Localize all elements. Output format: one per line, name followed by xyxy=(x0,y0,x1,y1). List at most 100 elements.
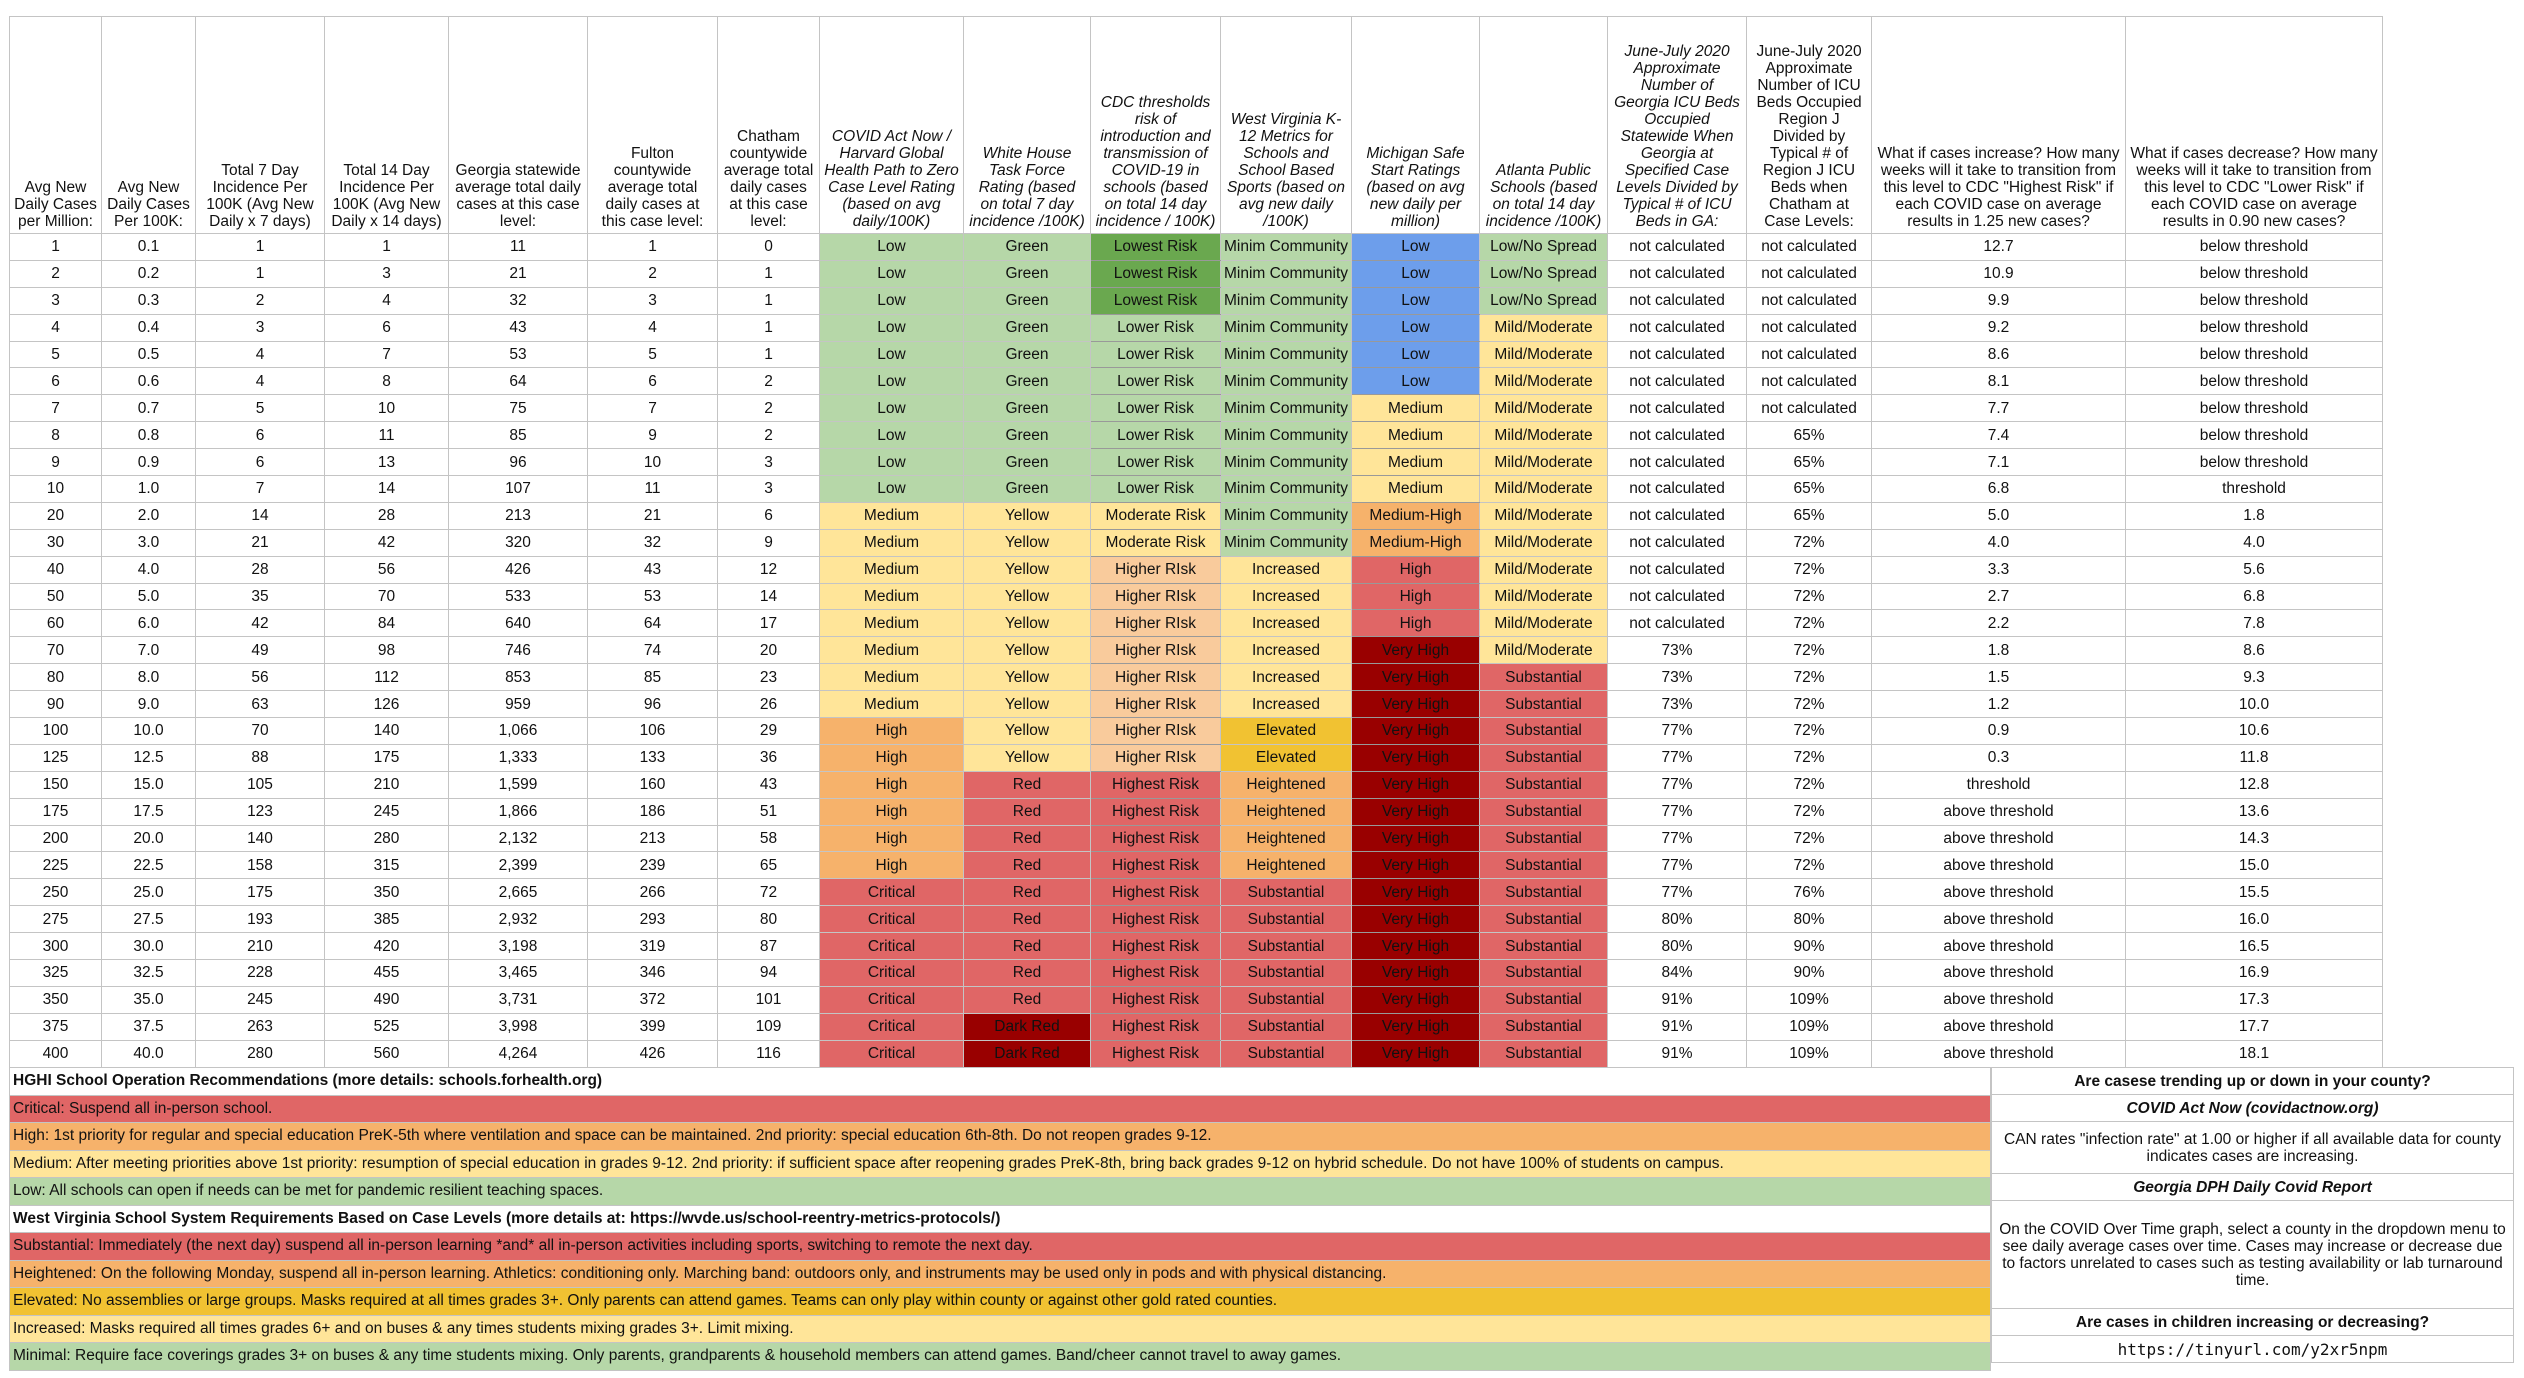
michigan-rating-cell: Very High xyxy=(1351,824,1481,853)
white-house-rating-cell: Red xyxy=(963,851,1091,880)
incidence-14day-cell: 560 xyxy=(324,1039,449,1068)
region-j-icu-occupancy-cell: 72% xyxy=(1746,797,1873,826)
cases-per-million-cell: 70 xyxy=(9,636,102,665)
table-row: 7 0.7 5 10 75 7 2 Low Green Lower Risk Minim Commu… xyxy=(9,394,2384,423)
col-header: Total 14 Day Incidence Per 100K (Avg New… xyxy=(324,16,449,234)
fulton-daily-cases-cell: 5 xyxy=(587,340,718,369)
atlanta-schools-rating-cell: Low/No Spread xyxy=(1479,286,1609,315)
region-j-icu-occupancy-cell: 72% xyxy=(1746,690,1873,719)
incidence-7day-cell: 158 xyxy=(195,851,325,880)
cases-per-100k-cell: 37.5 xyxy=(101,1012,196,1041)
georgia-icu-occupancy-cell: 77% xyxy=(1607,770,1748,799)
fulton-daily-cases-cell: 43 xyxy=(587,555,718,584)
west-virginia-rating-cell: Substantial xyxy=(1219,1039,1353,1068)
cdc-risk-rating-cell: Highest Risk xyxy=(1090,905,1221,934)
west-virginia-rating-cell: Increased xyxy=(1219,555,1353,584)
michigan-rating-cell: Very High xyxy=(1351,878,1481,907)
white-house-rating-cell: Green xyxy=(963,340,1091,369)
chatham-daily-cases-cell: 23 xyxy=(717,663,820,692)
georgia-daily-cases-cell: 96 xyxy=(448,448,588,477)
weeks-to-highest-risk-cell: 7.1 xyxy=(1871,448,2127,477)
region-j-icu-occupancy-cell: 72% xyxy=(1746,851,1873,880)
white-house-rating-cell: Red xyxy=(963,959,1091,987)
wv-increased-note: Increased: Masks required all times grad… xyxy=(9,1314,1991,1343)
tinyurl-link[interactable]: https://tinyurl.com/y2xr5npm xyxy=(1991,1335,2514,1363)
chatham-daily-cases-cell: 109 xyxy=(717,1012,820,1041)
white-house-rating-cell: Green xyxy=(963,313,1091,342)
georgia-icu-occupancy-cell: not calculated xyxy=(1607,555,1748,584)
weeks-to-lower-risk-cell: 17.7 xyxy=(2125,1012,2384,1041)
west-virginia-rating-cell: Minim Community xyxy=(1219,286,1353,315)
atlanta-schools-rating-cell: Substantial xyxy=(1479,905,1609,934)
georgia-icu-occupancy-cell: not calculated xyxy=(1607,340,1748,369)
atlanta-schools-rating-cell: Substantial xyxy=(1479,663,1609,692)
cases-per-100k-cell: 20.0 xyxy=(101,824,196,853)
cases-per-100k-cell: 0.9 xyxy=(101,448,196,477)
cdc-risk-rating-cell: Lowest Risk xyxy=(1090,259,1221,288)
michigan-rating-cell: Very High xyxy=(1351,932,1481,961)
incidence-14day-cell: 350 xyxy=(324,878,449,907)
incidence-14day-cell: 210 xyxy=(324,770,449,799)
atlanta-schools-rating-cell: Substantial xyxy=(1479,797,1609,826)
weeks-to-highest-risk-cell: 7.7 xyxy=(1871,394,2127,423)
covid-act-now-rating-cell: Critical xyxy=(819,985,964,1014)
atlanta-schools-rating-cell: Mild/Moderate xyxy=(1479,555,1609,584)
chatham-daily-cases-cell: 3 xyxy=(717,475,820,503)
chatham-daily-cases-cell: 29 xyxy=(717,717,820,745)
white-house-rating-cell: Green xyxy=(963,233,1091,261)
georgia-daily-cases-cell: 3,998 xyxy=(448,1012,588,1041)
covid-act-now-rating-cell: High xyxy=(819,743,964,772)
cases-per-100k-cell: 35.0 xyxy=(101,985,196,1014)
west-virginia-rating-cell: Minim Community xyxy=(1219,501,1353,530)
region-j-icu-occupancy-cell: 65% xyxy=(1746,501,1873,530)
georgia-icu-occupancy-cell: 80% xyxy=(1607,905,1748,934)
incidence-14day-cell: 84 xyxy=(324,609,449,638)
incidence-7day-cell: 105 xyxy=(195,770,325,799)
table-row: 300 30.0 210 420 3,198 319 87 Critical Red Highes… xyxy=(9,932,2384,961)
covid-act-now-rating-cell: Low xyxy=(819,421,964,450)
incidence-14day-cell: 70 xyxy=(324,582,449,611)
trend-question: Are casese trending up or down in your c… xyxy=(1991,1067,2514,1095)
region-j-icu-occupancy-cell: not calculated xyxy=(1746,313,1873,342)
cdc-risk-rating-cell: Lower Risk xyxy=(1090,421,1221,450)
cdc-risk-rating-cell: Highest Risk xyxy=(1090,985,1221,1014)
atlanta-schools-rating-cell: Substantial xyxy=(1479,824,1609,853)
cases-per-100k-cell: 40.0 xyxy=(101,1039,196,1068)
table-row: 175 17.5 123 245 1,866 186 51 High Red Highest Ri… xyxy=(9,797,2384,826)
region-j-icu-occupancy-cell: 65% xyxy=(1746,448,1873,477)
weeks-to-lower-risk-cell: 4.0 xyxy=(2125,528,2384,557)
georgia-daily-cases-cell: 4,264 xyxy=(448,1039,588,1068)
table-row: 350 35.0 245 490 3,731 372 101 Critical Red Highe… xyxy=(9,985,2384,1014)
weeks-to-lower-risk-cell: 15.0 xyxy=(2125,851,2384,880)
cases-per-100k-cell: 22.5 xyxy=(101,851,196,880)
fulton-daily-cases-cell: 96 xyxy=(587,690,718,719)
weeks-to-highest-risk-cell: 9.2 xyxy=(1871,313,2127,342)
table-row: 6 0.6 4 8 64 6 2 Low Green Lower Risk Minim Commun… xyxy=(9,367,2384,396)
cdc-risk-rating-cell: Highest Risk xyxy=(1090,1039,1221,1068)
atlanta-schools-rating-cell: Mild/Moderate xyxy=(1479,421,1609,450)
weeks-to-highest-risk-cell: 1.5 xyxy=(1871,663,2127,692)
weeks-to-highest-risk-cell: above threshold xyxy=(1871,824,2127,853)
cases-per-million-cell: 6 xyxy=(9,367,102,396)
covid-act-now-rating-cell: High xyxy=(819,797,964,826)
col-header: What if cases increase? How many weeks w… xyxy=(1871,16,2127,234)
fulton-daily-cases-cell: 2 xyxy=(587,259,718,288)
georgia-daily-cases-cell: 43 xyxy=(448,313,588,342)
cases-per-million-cell: 3 xyxy=(9,286,102,315)
weeks-to-highest-risk-cell: 8.6 xyxy=(1871,340,2127,369)
georgia-daily-cases-cell: 2,932 xyxy=(448,905,588,934)
chatham-daily-cases-cell: 80 xyxy=(717,905,820,934)
cases-per-100k-cell: 1.0 xyxy=(101,475,196,503)
west-virginia-rating-cell: Minim Community xyxy=(1219,448,1353,477)
west-virginia-rating-cell: Minim Community xyxy=(1219,233,1353,261)
table-row: 9 0.9 6 13 96 10 3 Low Green Lower Risk Minim Comm… xyxy=(9,448,2384,477)
fulton-daily-cases-cell: 21 xyxy=(587,501,718,530)
georgia-icu-occupancy-cell: not calculated xyxy=(1607,394,1748,423)
incidence-7day-cell: 140 xyxy=(195,824,325,853)
covid-act-now-rating-cell: Critical xyxy=(819,878,964,907)
covid-act-now-text: CAN rates "infection rate" at 1.00 or hi… xyxy=(1991,1121,2514,1174)
covid-act-now-rating-cell: Critical xyxy=(819,932,964,961)
georgia-icu-occupancy-cell: 84% xyxy=(1607,959,1748,987)
atlanta-schools-rating-cell: Substantial xyxy=(1479,717,1609,745)
cases-per-million-cell: 150 xyxy=(9,770,102,799)
